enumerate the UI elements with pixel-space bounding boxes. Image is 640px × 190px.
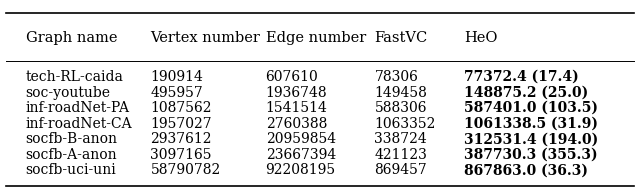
Text: HeO: HeO xyxy=(464,31,497,45)
Text: 78306: 78306 xyxy=(374,70,419,84)
Text: 2937612: 2937612 xyxy=(150,132,212,146)
Text: tech-RL-caida: tech-RL-caida xyxy=(26,70,124,84)
Text: 387730.3 (355.3): 387730.3 (355.3) xyxy=(464,148,598,162)
Text: inf-roadNet-PA: inf-roadNet-PA xyxy=(26,101,129,115)
Text: 607610: 607610 xyxy=(266,70,318,84)
Text: 1936748: 1936748 xyxy=(266,86,327,100)
Text: 1061338.5 (31.9): 1061338.5 (31.9) xyxy=(464,117,598,131)
Text: socfb-uci-uni: socfb-uci-uni xyxy=(26,163,116,177)
Text: Vertex number: Vertex number xyxy=(150,31,260,45)
Text: 869457: 869457 xyxy=(374,163,427,177)
Text: 1541514: 1541514 xyxy=(266,101,328,115)
Text: 867863.0 (36.3): 867863.0 (36.3) xyxy=(464,163,588,177)
Text: 77372.4 (17.4): 77372.4 (17.4) xyxy=(464,70,579,84)
Text: 495957: 495957 xyxy=(150,86,203,100)
Text: Edge number: Edge number xyxy=(266,31,366,45)
Text: 421123: 421123 xyxy=(374,148,428,162)
Text: 149458: 149458 xyxy=(374,86,428,100)
Text: socfb-A-anon: socfb-A-anon xyxy=(26,148,117,162)
Text: soc-youtube: soc-youtube xyxy=(26,86,111,100)
Text: Graph name: Graph name xyxy=(26,31,117,45)
Text: 190914: 190914 xyxy=(150,70,204,84)
Text: 2760388: 2760388 xyxy=(266,117,327,131)
Text: 92208195: 92208195 xyxy=(266,163,336,177)
Text: socfb-B-anon: socfb-B-anon xyxy=(26,132,118,146)
Text: 20959854: 20959854 xyxy=(266,132,336,146)
Text: 1063352: 1063352 xyxy=(374,117,436,131)
Text: 1957027: 1957027 xyxy=(150,117,212,131)
Text: 58790782: 58790782 xyxy=(150,163,221,177)
Text: 148875.2 (25.0): 148875.2 (25.0) xyxy=(464,86,588,100)
Text: 587401.0 (103.5): 587401.0 (103.5) xyxy=(464,101,598,115)
Text: 338724: 338724 xyxy=(374,132,427,146)
Text: 588306: 588306 xyxy=(374,101,427,115)
Text: 312531.4 (194.0): 312531.4 (194.0) xyxy=(464,132,598,146)
Text: inf-roadNet-CA: inf-roadNet-CA xyxy=(26,117,132,131)
Text: FastVC: FastVC xyxy=(374,31,428,45)
Text: 23667394: 23667394 xyxy=(266,148,336,162)
Text: 3097165: 3097165 xyxy=(150,148,212,162)
Text: 1087562: 1087562 xyxy=(150,101,212,115)
